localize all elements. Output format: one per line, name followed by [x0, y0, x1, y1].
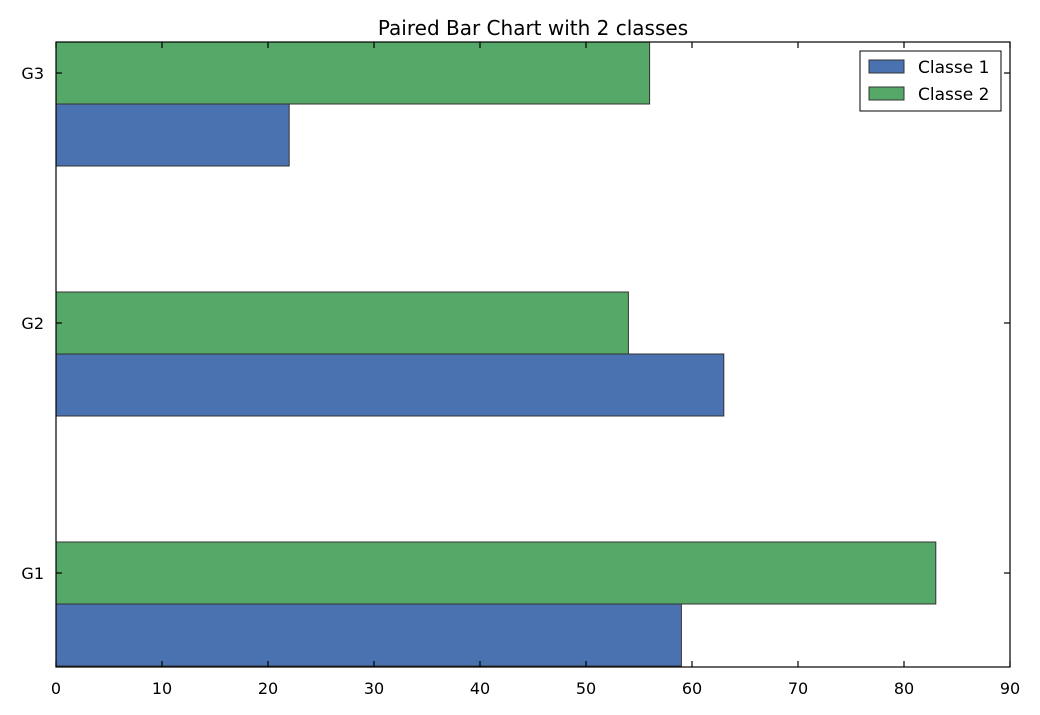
bar-g3-classe-1 [55, 103, 290, 167]
legend-swatch-classe-2 [868, 86, 905, 101]
x-tick-label: 20 [258, 679, 278, 698]
bars-layer [55, 41, 937, 667]
plot-frame [55, 41, 1011, 668]
y-tick-label: G2 [21, 314, 44, 333]
bar-g1-classe-1 [55, 603, 682, 667]
chart-title: Paired Bar Chart with 2 classes [378, 16, 688, 40]
bar-g3-classe-2 [55, 41, 651, 105]
legend: Classe 1 Classe 2 [859, 50, 1002, 112]
legend-label-classe-1: Classe 1 [918, 58, 989, 78]
x-tick-label: 30 [364, 679, 384, 698]
x-tick-label: 90 [1000, 679, 1020, 698]
y-tick-label: G1 [21, 564, 44, 583]
legend-label-classe-2: Classe 2 [918, 85, 989, 105]
x-tick-label: 0 [51, 679, 61, 698]
bar-g1-classe-2 [55, 541, 937, 605]
y-axis: G1 G2 G3 [21, 64, 1010, 583]
bar-g2-classe-2 [55, 291, 629, 355]
bar-g2-classe-1 [55, 353, 725, 417]
x-tick-label: 60 [682, 679, 702, 698]
x-tick-label: 70 [788, 679, 808, 698]
x-tick-label: 40 [470, 679, 490, 698]
y-tick-label: G3 [21, 64, 44, 83]
x-tick-label: 10 [152, 679, 172, 698]
x-axis: 0 10 20 30 40 50 60 70 80 90 [51, 42, 1020, 698]
x-tick-label: 80 [894, 679, 914, 698]
x-tick-label: 50 [576, 679, 596, 698]
legend-swatch-classe-1 [868, 59, 905, 74]
